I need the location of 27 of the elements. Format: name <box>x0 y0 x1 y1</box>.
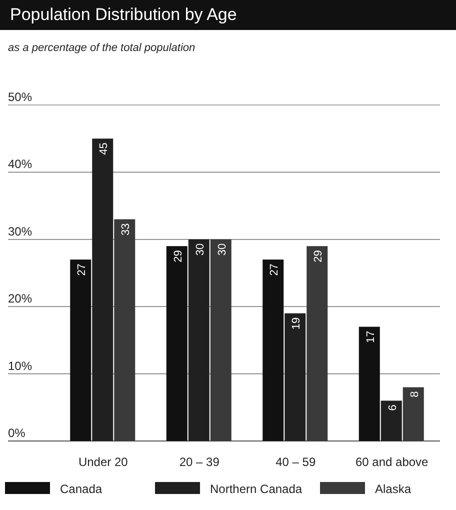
x-tick-label: 40 – 59 <box>276 455 316 469</box>
data-label: 27 <box>76 264 88 276</box>
legend-label: Alaska <box>375 482 412 496</box>
data-label: 45 <box>98 142 110 155</box>
data-label: 6 <box>386 404 399 411</box>
y-tick-label: 0% <box>8 426 26 440</box>
x-tick-label: 20 – 39 <box>179 455 220 469</box>
x-tick-label: 60 and above <box>356 455 429 469</box>
data-label: 8 <box>408 391 421 398</box>
y-tick-label: 20% <box>8 292 32 306</box>
data-label: 29 <box>312 250 325 262</box>
chart-subtitle: as a percentage of the total population <box>8 42 196 54</box>
data-label: 30 <box>194 243 206 256</box>
legend-label: Canada <box>60 482 102 496</box>
data-label: 30 <box>216 243 228 256</box>
legend-label: Northern Canada <box>210 482 302 496</box>
y-tick-label: 30% <box>8 224 32 238</box>
y-tick-label: 10% <box>8 358 32 373</box>
data-label: 33 <box>120 223 132 236</box>
y-tick-label: 50% <box>8 90 32 104</box>
data-label: 29 <box>172 250 184 262</box>
chart-title: Population Distribution by Age <box>0 0 456 30</box>
y-tick-label: 40% <box>8 157 32 172</box>
data-label: 19 <box>290 317 303 330</box>
data-label: 27 <box>268 264 281 276</box>
data-label: 17 <box>364 330 377 344</box>
x-tick-label: Under 20 <box>78 455 128 469</box>
